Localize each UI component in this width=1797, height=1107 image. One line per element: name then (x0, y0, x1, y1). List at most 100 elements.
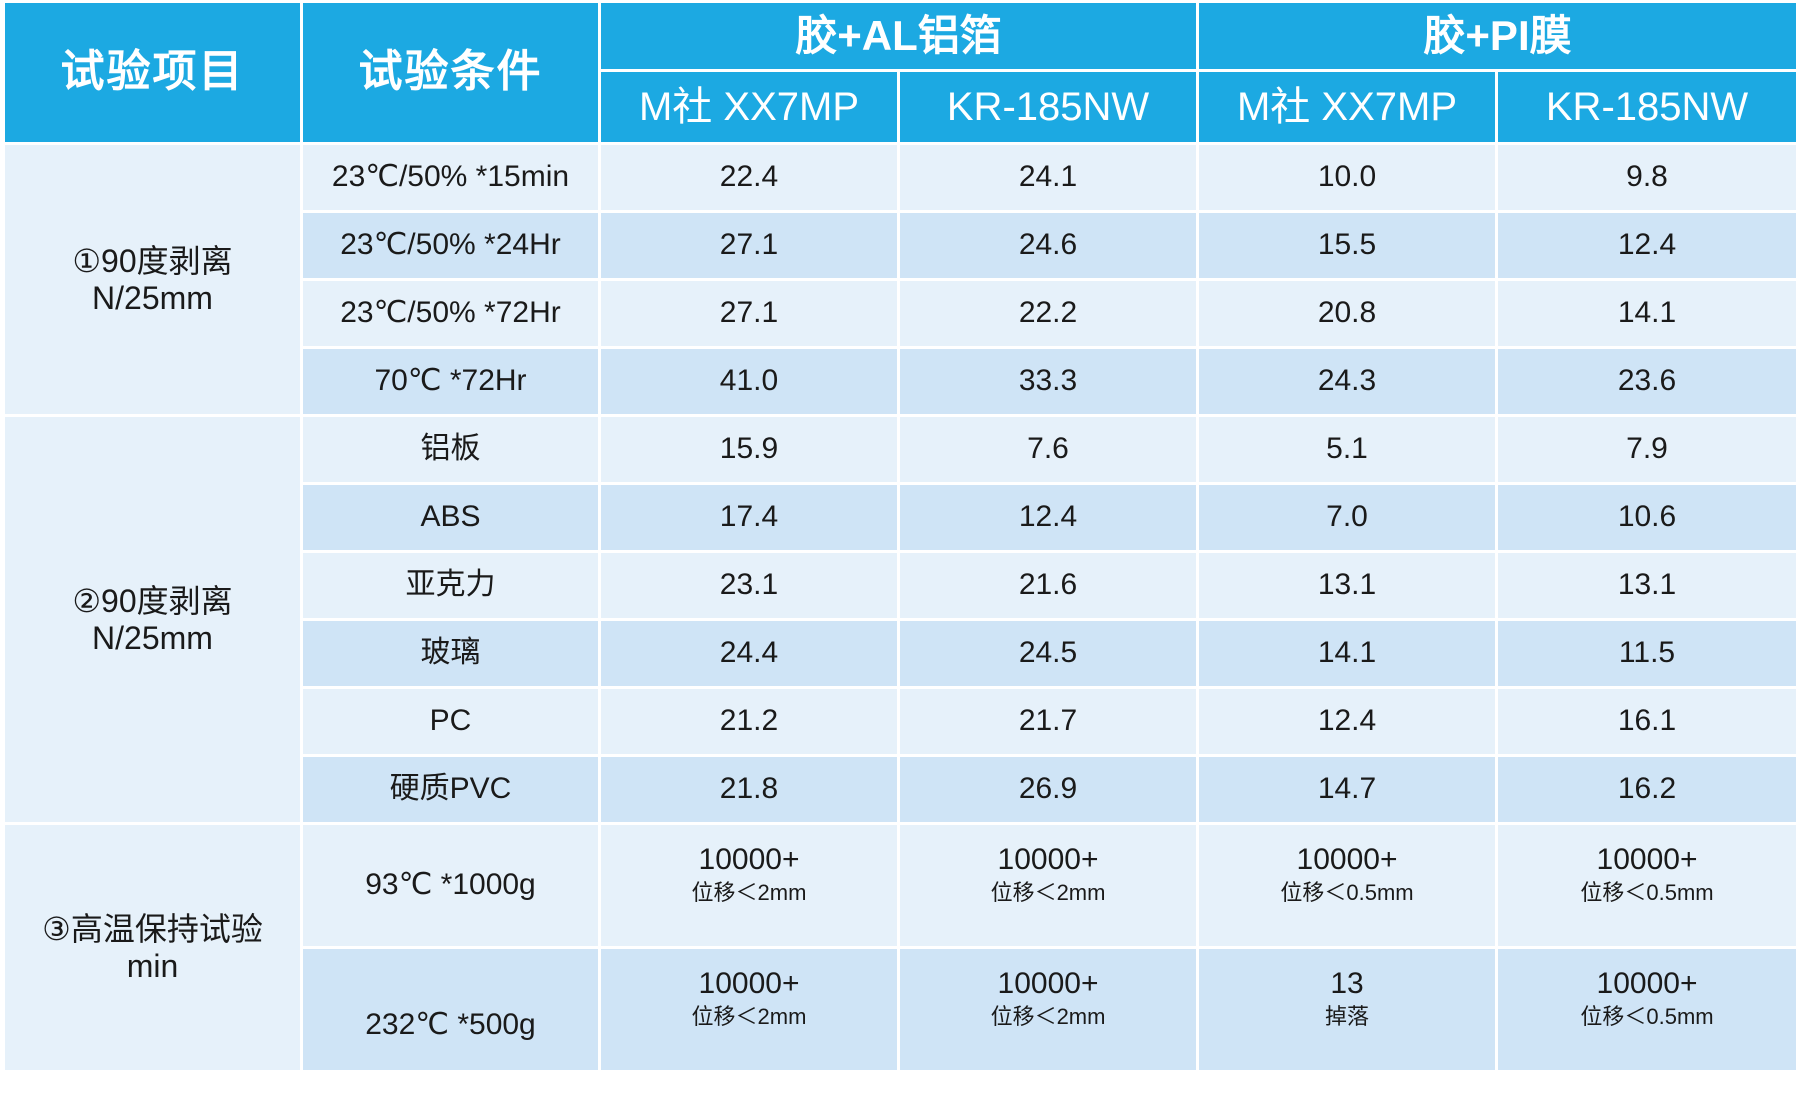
section-label-peel-2: ②90度剥离 N/25mm (2, 414, 303, 825)
header-test-item: 试验项目 (2, 0, 303, 145)
value-cell: 41.0 (598, 346, 900, 417)
value-cell: 12.4 (896, 482, 1200, 553)
value-note: 位移＜2mm (990, 1003, 1106, 1029)
section-label-line1: ①90度剥离 (72, 242, 233, 279)
table-row: 亚克力 23.1 21.6 13.1 13.1 (3, 550, 1797, 621)
section-label-line1: ②90度剥离 (72, 582, 233, 619)
value-cell: 10000+ 位移＜0.5mm (1495, 822, 1797, 949)
value-cell: 17.4 (598, 482, 900, 553)
test-results-table: 试验项目 试验条件 胶+AL铝箔 胶+PI膜 M社 XX7MP KR-185NW… (2, 0, 1797, 1073)
value-note: 掉落 (1325, 1003, 1370, 1029)
value-cell: 21.6 (896, 550, 1200, 621)
value-cell: 10000+ 位移＜2mm (896, 822, 1200, 949)
value-cell: 22.2 (896, 278, 1200, 349)
value-note: 位移＜0.5mm (1580, 1003, 1714, 1029)
value-main: 10000+ (698, 843, 800, 876)
condition-cell: 232℃ *500g (300, 946, 601, 1073)
value-main: 10000+ (1596, 843, 1698, 876)
condition-cell: 玻璃 (300, 618, 601, 689)
table-row: ③高温保持试验 min 93℃ *1000g 10000+ 位移＜2mm 100… (2, 822, 1797, 1073)
value-cell: 23.6 (1495, 346, 1797, 417)
value-note: 位移＜2mm (691, 1003, 807, 1029)
value-note: 位移＜0.5mm (1280, 879, 1414, 905)
condition-cell: 23℃/50% *72Hr (300, 278, 601, 349)
section-label-line2: N/25mm (92, 619, 213, 656)
value-main: 10000+ (1596, 967, 1698, 1000)
condition-cell: 23℃/50% *24Hr (300, 210, 601, 281)
value-cell: 10.6 (1495, 482, 1797, 553)
condition-cell: 亚克力 (300, 550, 601, 621)
value-cell: 21.8 (598, 754, 900, 825)
value-main: 10000+ (997, 967, 1099, 1000)
section-label-heat-hold: ③高温保持试验 min (2, 822, 303, 1073)
value-cell: 7.9 (1495, 414, 1797, 485)
table-row: 70℃ *72Hr 41.0 33.3 24.3 23.6 (3, 346, 1797, 417)
header-group-pi-film: 胶+PI膜 (1196, 0, 1797, 72)
table-row: 232℃ *500g 10000+ 位移＜2mm 10000+ 位移＜2mm 1… (3, 946, 1797, 1073)
value-cell: 27.1 (598, 210, 900, 281)
value-main: 10000+ (997, 843, 1099, 876)
header-product-pi-kr: KR-185NW (1495, 69, 1797, 145)
table-row: PC 21.2 21.7 12.4 16.1 (3, 686, 1797, 757)
condition-cell: ABS (300, 482, 601, 553)
value-main: 10000+ (698, 967, 800, 1000)
header-product-al-kr: KR-185NW (896, 69, 1200, 145)
value-note: 位移＜2mm (990, 879, 1106, 905)
section-label-line1: ③高温保持试验 (42, 910, 263, 947)
value-cell: 14.7 (1196, 754, 1499, 825)
value-cell: 33.3 (896, 346, 1200, 417)
value-cell: 24.1 (896, 142, 1200, 213)
value-cell: 12.4 (1196, 686, 1499, 757)
value-note: 位移＜0.5mm (1580, 879, 1714, 905)
section-label-peel-1: ①90度剥离 N/25mm (2, 142, 303, 417)
value-cell: 5.1 (1196, 414, 1499, 485)
value-cell: 13 掉落 (1196, 946, 1499, 1073)
table-row: ②90度剥离 N/25mm 铝板 15.9 7.6 5.1 7.9 (2, 414, 1797, 825)
value-cell: 22.4 (598, 142, 900, 213)
section-label-line2: min (126, 947, 179, 984)
value-cell: 26.9 (896, 754, 1200, 825)
header-test-condition: 试验条件 (300, 0, 601, 145)
value-cell: 10000+ 位移＜2mm (598, 946, 900, 1073)
value-cell: 10000+ 位移＜2mm (896, 946, 1200, 1073)
header-product-pi-m: M社 XX7MP (1196, 69, 1499, 145)
table-row: 23℃/50% *24Hr 27.1 24.6 15.5 12.4 (3, 210, 1797, 281)
value-cell: 21.2 (598, 686, 900, 757)
table-row: ABS 17.4 12.4 7.0 10.6 (3, 482, 1797, 553)
value-cell: 21.7 (896, 686, 1200, 757)
section-label-line2: N/25mm (92, 279, 213, 316)
value-cell: 10000+ 位移＜2mm (598, 822, 900, 949)
value-cell: 16.1 (1495, 686, 1797, 757)
value-cell: 20.8 (1196, 278, 1499, 349)
value-cell: 10000+ 位移＜0.5mm (1495, 946, 1797, 1073)
table-row: ①90度剥离 N/25mm 23℃/50% *15min 22.4 24.1 1… (2, 142, 1797, 417)
value-cell: 7.0 (1196, 482, 1499, 553)
value-cell: 24.5 (896, 618, 1200, 689)
value-cell: 15.5 (1196, 210, 1499, 281)
condition-cell: 70℃ *72Hr (300, 346, 601, 417)
value-cell: 24.3 (1196, 346, 1499, 417)
value-cell: 15.9 (598, 414, 900, 485)
condition-cell: 铝板 (300, 414, 601, 485)
value-cell: 10000+ 位移＜0.5mm (1196, 822, 1499, 949)
value-main: 13 (1330, 967, 1364, 1000)
table-row: 玻璃 24.4 24.5 14.1 11.5 (3, 618, 1797, 689)
value-main: 10000+ (1296, 843, 1398, 876)
condition-cell: PC (300, 686, 601, 757)
header-group-al-foil: 胶+AL铝箔 (597, 0, 1200, 72)
value-cell: 12.4 (1495, 210, 1797, 281)
value-cell: 11.5 (1495, 618, 1797, 689)
value-cell: 24.4 (598, 618, 900, 689)
value-cell: 16.2 (1495, 754, 1797, 825)
value-cell: 7.6 (896, 414, 1200, 485)
table-row: 23℃/50% *72Hr 27.1 22.2 20.8 14.1 (3, 278, 1797, 349)
value-cell: 14.1 (1196, 618, 1499, 689)
value-cell: 23.1 (598, 550, 900, 621)
value-cell: 13.1 (1196, 550, 1499, 621)
value-cell: 14.1 (1495, 278, 1797, 349)
value-cell: 24.6 (896, 210, 1200, 281)
value-cell: 9.8 (1495, 142, 1797, 213)
condition-cell: 硬质PVC (300, 754, 601, 825)
condition-cell: 23℃/50% *15min (300, 142, 601, 213)
table-row: 硬质PVC 21.8 26.9 14.7 16.2 (3, 754, 1797, 825)
